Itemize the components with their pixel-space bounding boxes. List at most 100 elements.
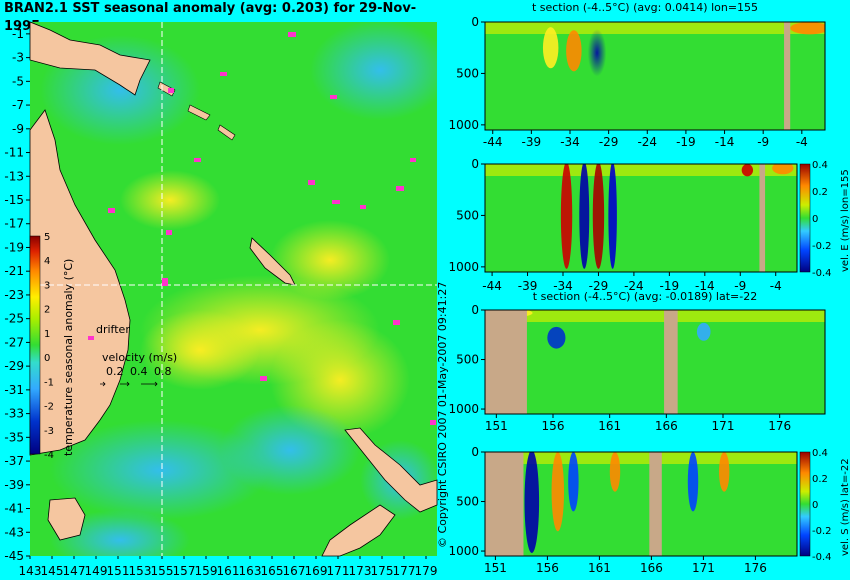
section-x-tick-label: -44 <box>482 279 502 293</box>
section-feature <box>579 164 590 269</box>
map-y-tick-label: -5 <box>12 74 24 88</box>
temperature-colorbar-tick: 2 <box>44 305 50 316</box>
new-guinea-land <box>29 21 151 96</box>
section-y-tick-label: 0 <box>471 445 479 459</box>
map-y-tick-label: -43 <box>4 525 24 539</box>
map-y-tick-label: -33 <box>4 407 24 421</box>
map-x-tick-label: 149 <box>85 564 108 578</box>
section-panel-3: 0 500 1000 151 156 161 166 171 176 t section (-4.… <box>448 290 826 433</box>
map-x-tick-label: 177 <box>393 564 416 578</box>
section-x-tick-label: 156 <box>536 561 559 575</box>
section-y-tick-label: 500 <box>456 66 479 80</box>
map-x-tick-label: 155 <box>151 564 174 578</box>
velocity-colorbar-label: vel. S (m/s) lat=-22 <box>840 458 850 556</box>
map-y-tick-label: -3 <box>12 51 24 65</box>
section-x-tick-label: 166 <box>640 561 663 575</box>
australia-land <box>29 109 131 456</box>
section-x-tick-label: -9 <box>734 279 746 293</box>
section-land <box>485 310 527 414</box>
map-y-tick-label: -41 <box>4 502 24 516</box>
section-x-tick-label: -4 <box>770 279 782 293</box>
section-x-tick-label: -34 <box>553 279 573 293</box>
section-x-tick-label: -9 <box>757 135 769 149</box>
map-x-tick-label: 165 <box>261 564 284 578</box>
velocity-colorbar-tick: -0.2 <box>812 241 832 252</box>
map-x-tick-label: 179 <box>415 564 438 578</box>
velocity-legend-value: 0.2 <box>106 365 124 378</box>
section-land <box>664 310 678 414</box>
section-feature <box>687 452 699 512</box>
map-y-tick-label: -7 <box>12 98 24 112</box>
map-x-tick-label: 159 <box>195 564 218 578</box>
temperature-colorbar-label: temperature seasonal anomaly (°C) <box>62 259 75 456</box>
map-x-tick-label: 153 <box>129 564 152 578</box>
section-title: t section (-4..5°C) (avg: 0.0414) lon=15… <box>532 1 758 14</box>
section-x-tick-label: -14 <box>715 135 735 149</box>
section-feature <box>560 164 573 269</box>
section-x-tick-label: 166 <box>655 419 678 433</box>
map-x-axis: 143 145 147 149 151 153 155 157 159 161 163 165 167 1… <box>19 556 438 578</box>
map-x-tick-label: 143 <box>19 564 42 578</box>
temperature-colorbar-tick: -3 <box>44 426 54 437</box>
section-panel-field <box>485 22 825 130</box>
map-x-tick-label: 161 <box>217 564 240 578</box>
section-y-tick-label: 0 <box>471 303 479 317</box>
section-x-tick-label: 171 <box>692 561 715 575</box>
map-x-tick-label: 167 <box>283 564 306 578</box>
section-feature <box>592 164 605 269</box>
section-panel-field <box>485 164 797 272</box>
velocity-legend-value: 0.8 <box>154 365 172 378</box>
section-x-tick-label: 151 <box>484 561 507 575</box>
temperature-colorbar-tick: 0 <box>44 353 50 364</box>
velocity-colorbar-tick: 0.4 <box>812 448 828 459</box>
map-y-tick-label: -17 <box>4 217 24 231</box>
section-panel-4: 0 500 1000 151 156 161 166 171 176 0.4 0.2 0 -0.2 -0.… <box>448 445 850 575</box>
section-feature <box>608 164 617 269</box>
velocity-colorbar-tick: -0.4 <box>812 268 832 279</box>
section-x-tick-label: 161 <box>598 419 621 433</box>
map-y-axis: -1 -3 -5 -7 -9 -11 -13 -15 -17 -19 -21 -23 -25 -27 -29… <box>4 27 30 563</box>
section-y-tick-label: 500 <box>456 495 479 509</box>
section-feature <box>551 452 565 532</box>
map-y-tick-label: -1 <box>12 27 24 41</box>
section-x-tick-label: -19 <box>676 135 696 149</box>
section-x-tick-label: -14 <box>695 279 715 293</box>
temperature-colorbar-tick: -2 <box>44 402 54 413</box>
section-feature <box>568 452 579 512</box>
velocity-colorbar <box>799 163 811 273</box>
velocity-colorbar-tick: 0 <box>812 500 818 511</box>
section-x-tick-label: -29 <box>589 279 609 293</box>
map-y-tick-label: -45 <box>4 549 24 563</box>
section-x-tick-label: 176 <box>744 561 767 575</box>
map-y-tick-label: -27 <box>4 335 24 349</box>
section-x-tick-label: -19 <box>660 279 680 293</box>
map-x-tick-label: 173 <box>349 564 372 578</box>
velocity-colorbar-tick: 0.4 <box>812 160 828 171</box>
section-x-tick-label: -24 <box>624 279 644 293</box>
section-x-tick-label: 176 <box>768 419 791 433</box>
map-x-tick-label: 147 <box>63 564 86 578</box>
map-x-tick-label: 145 <box>41 564 64 578</box>
section-feature <box>609 452 621 492</box>
section-land <box>485 452 524 556</box>
section-land <box>784 22 791 130</box>
section-x-tick-label: -29 <box>599 135 619 149</box>
velocity-colorbar-tick: 0 <box>812 214 818 225</box>
temperature-colorbar-tick: -1 <box>44 377 54 388</box>
velocity-colorbar-tick: -0.2 <box>812 526 832 537</box>
section-x-tick-label: -39 <box>522 135 542 149</box>
section-x-tick-label: 161 <box>588 561 611 575</box>
map-y-tick-label: -25 <box>4 312 24 326</box>
section-x-tick-label: -34 <box>560 135 580 149</box>
section-feature <box>566 30 582 72</box>
map-y-tick-label: -37 <box>4 454 24 468</box>
section-y-tick-label: 500 <box>456 208 479 222</box>
temperature-colorbar-tick: 3 <box>44 280 50 291</box>
section-feature <box>719 452 730 492</box>
section-x-tick-label: 156 <box>542 419 565 433</box>
map-y-tick-label: -23 <box>4 288 24 302</box>
map-x-tick-label: 151 <box>107 564 130 578</box>
section-y-tick-label: 1000 <box>448 402 479 416</box>
section-feature <box>547 326 566 349</box>
